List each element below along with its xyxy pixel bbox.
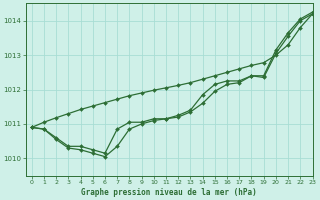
X-axis label: Graphe pression niveau de la mer (hPa): Graphe pression niveau de la mer (hPa) — [81, 188, 257, 197]
